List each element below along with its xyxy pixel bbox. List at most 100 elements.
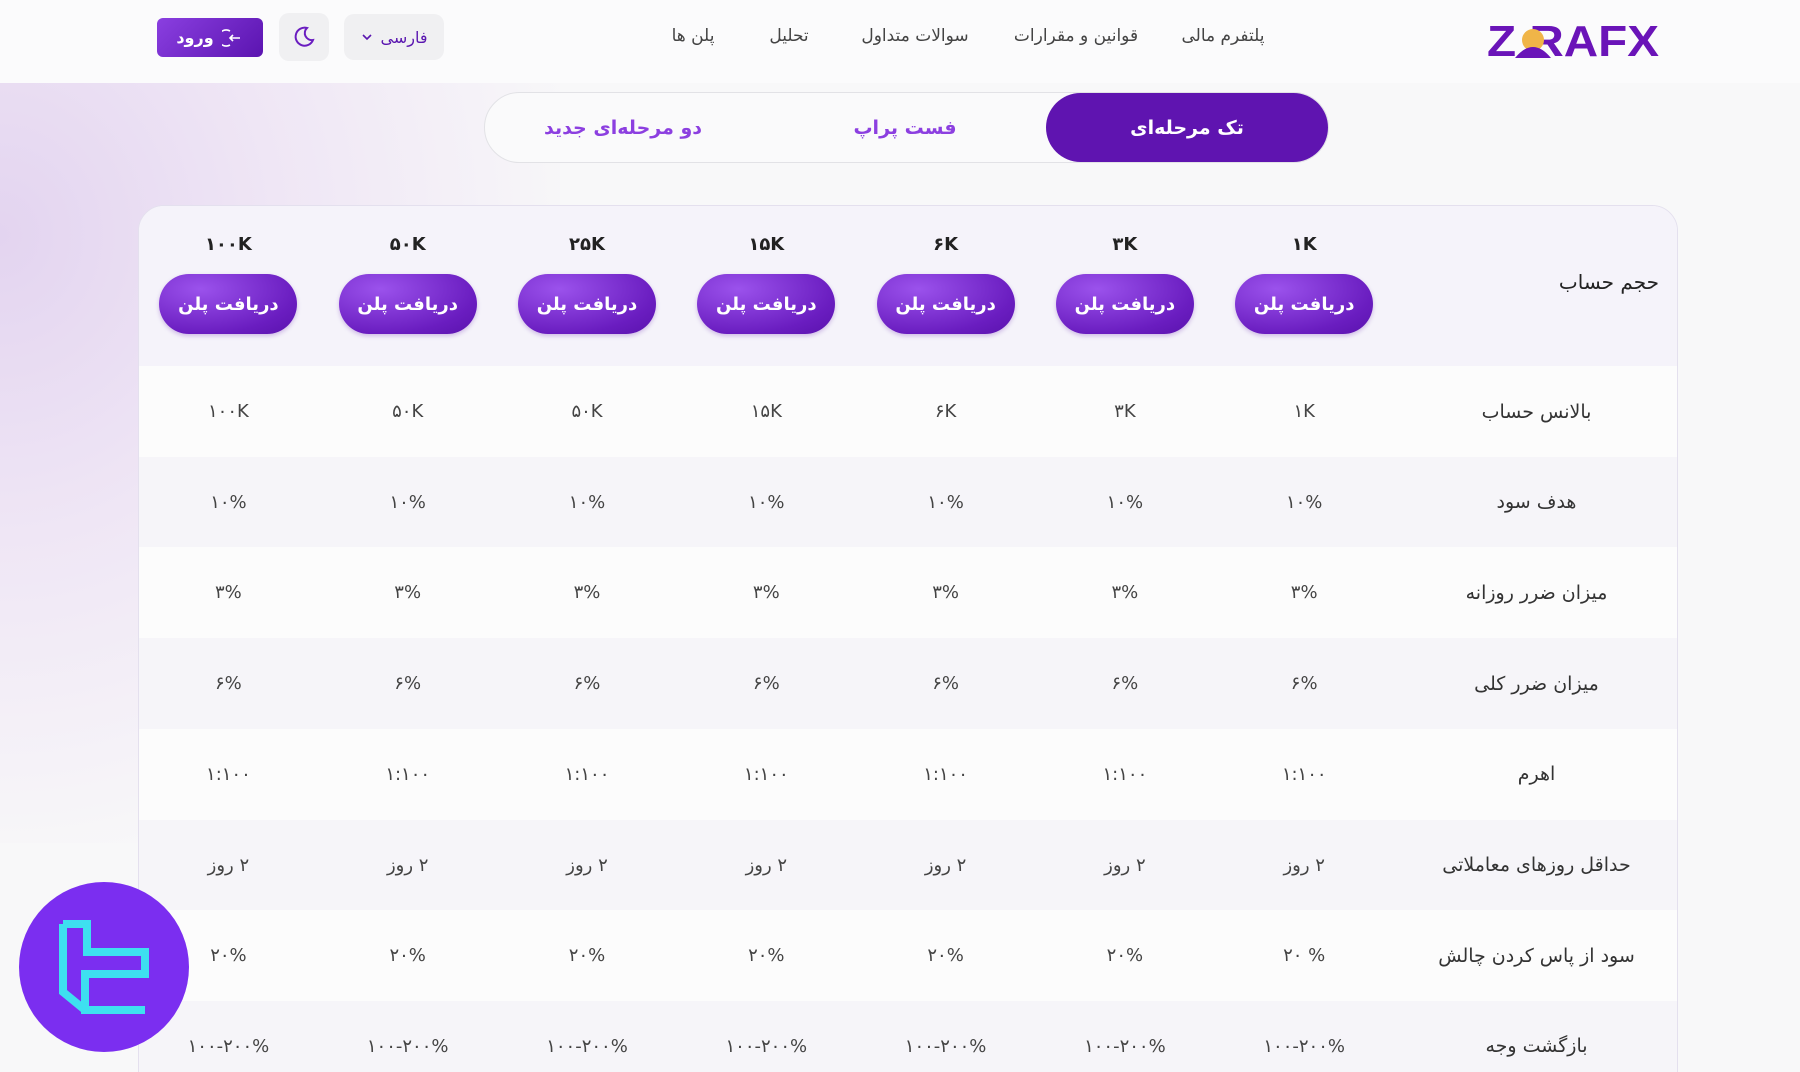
row-label: میزان ضرر روزانه	[1465, 581, 1608, 604]
nav-analysis[interactable]: تحلیل	[769, 26, 809, 46]
table-cell: ۳%	[1290, 582, 1318, 604]
table-cell: ۲۰%	[748, 945, 785, 967]
table-cell: ۲ روز	[566, 854, 608, 876]
table-cell: ۲ روز	[924, 854, 967, 876]
plan-size: ۲۵K	[569, 234, 605, 255]
table-cell: ۱۰۰-۲۰۰%	[1084, 1035, 1166, 1057]
table-row: اهرم ۱:۱۰۰ ۱:۱۰۰ ۱:۱۰۰ ۱:۱۰۰ ۱:۱۰۰ ۱:۱۰۰ ۱:۱۰۰	[139, 728, 1677, 820]
table-row: بازگشت وجه ۱۰۰-۲۰۰% ۱۰۰-۲۰۰% ۱۰۰-۲۰۰% ۱۰۰-۲۰…	[139, 1000, 1677, 1072]
table-row: میزان ضرر روزانه ۳% ۳% ۳% ۳% ۳% ۳% ۳%	[139, 547, 1677, 639]
table-cell: ۱:۱۰۰	[923, 763, 968, 785]
plan-size: ۱K	[1291, 234, 1317, 255]
table-cell: ۶%	[394, 673, 422, 695]
plan-size: ۱۰۰K	[204, 234, 252, 255]
row-label: میزان ضرر کلی	[1474, 672, 1599, 695]
table-cell: ۲ روز	[745, 854, 788, 876]
table-cell: ۳%	[394, 582, 422, 604]
plan-size: ۵۰K	[389, 234, 426, 255]
table-cell: ۱:۱۰۰	[564, 763, 610, 785]
table-cell: ۲ روز	[1104, 854, 1146, 876]
row-label: حداقل روزهای معاملاتی	[1442, 854, 1631, 876]
plan-column-header: ۳K دریافت پلن	[1035, 234, 1214, 334]
tab-two-stage-new[interactable]: دو مرحله‌ای جدید	[543, 116, 703, 139]
table-row: حداقل روزهای معاملاتی ۲ روز ۲ روز ۲ روز ۲ رو…	[139, 819, 1677, 911]
table-cell: ۶%	[1290, 673, 1318, 695]
table-cell: ۲ روز	[386, 854, 429, 876]
table-cell: ۳K	[1114, 401, 1136, 422]
get-plan-button[interactable]: دریافت پلن	[876, 274, 1015, 334]
table-cell: ۱۰۰K	[208, 401, 249, 422]
tab-fast-prop[interactable]: فست پراپ	[853, 116, 957, 139]
table-cell: ۱۰۰-۲۰۰%	[725, 1035, 808, 1057]
table-cell: ۱K	[1293, 401, 1315, 422]
table-cell: ۱:۱۰۰	[385, 763, 431, 785]
get-plan-button[interactable]: دریافت پلن	[697, 274, 836, 334]
row-label: هدف سود	[1496, 491, 1577, 514]
nav-financial-platform[interactable]: پلتفرم مالی	[1181, 26, 1265, 46]
table-cell: ۱۰%	[1106, 491, 1144, 513]
plan-column-header: ۵۰K دریافت پلن	[318, 234, 497, 334]
table-cell: % ۲۰	[1283, 945, 1326, 967]
get-plan-button[interactable]: دریافت پلن	[518, 274, 656, 334]
moon-icon	[294, 26, 315, 47]
table-cell: ۳%	[932, 582, 959, 604]
plans-table: حجم حساب ۱K دریافت پلن ۳K دریافت پلن ۶K در…	[138, 205, 1678, 1072]
zorafx-logo[interactable]: Z RAFX	[1487, 18, 1662, 60]
table-cell: ۱:۱۰۰	[743, 763, 789, 785]
table-cell: ۱۰۰-۲۰۰%	[546, 1035, 628, 1057]
plan-size: ۳K	[1112, 234, 1138, 255]
table-cell: ۱۰۰-۲۰۰%	[1263, 1035, 1345, 1057]
table-row: سود از پاس کردن چالش % ۲۰ ۲۰% ۲۰% ۲۰% ۲۰% ۲۰% ۲…	[139, 910, 1677, 1002]
table-cell: ۲۰%	[389, 945, 426, 967]
table-header-row: حجم حساب ۱K دریافت پلن ۳K دریافت پلن ۶K در…	[139, 206, 1677, 366]
get-plan-button[interactable]: دریافت پلن	[159, 274, 298, 334]
plan-column-header: ۶K دریافت پلن	[856, 234, 1035, 334]
table-cell: ۱۰%	[389, 491, 426, 513]
language-label: فارسی	[380, 27, 428, 47]
login-button[interactable]: ورود	[157, 18, 263, 57]
table-cell: ۳%	[1111, 582, 1139, 604]
get-plan-button[interactable]: دریافت پلن	[338, 274, 477, 334]
plan-column-header: ۲۵K دریافت پلن	[498, 234, 677, 334]
table-cell: ۱۵K	[750, 401, 782, 422]
nav-faq[interactable]: سوالات متداول	[861, 26, 969, 46]
table-cell: ۱۰۰-۲۰۰%	[187, 1035, 270, 1057]
table-cell: ۱:۱۰۰	[1281, 763, 1327, 785]
table-cell: ۲ روز	[207, 854, 250, 876]
theme-toggle-button[interactable]	[279, 13, 329, 61]
table-cell: ۳%	[215, 582, 242, 604]
table-row: میزان ضرر کلی ۶% ۶% ۶% ۶% ۶% ۶% ۶%	[139, 638, 1677, 730]
plan-size: ۶K	[933, 234, 959, 255]
table-cell: ۶%	[1111, 673, 1139, 695]
nav-rules[interactable]: قوانین و مقرارات	[1013, 26, 1139, 46]
chevron-down-icon	[361, 34, 372, 41]
tab-single-stage[interactable]: تک مرحله‌ای	[1046, 93, 1328, 162]
table-cell: ۱۰%	[210, 491, 247, 513]
table-cell: ۶%	[215, 673, 242, 695]
table-row: بالانس حساب ۱K ۳K ۶K ۱۵K ۵۰K ۵۰K ۱۰۰K	[139, 366, 1677, 457]
table-cell: ۶%	[752, 673, 780, 695]
plan-type-tabs: تک مرحله‌ای فست پراپ دو مرحله‌ای جدید	[484, 92, 1329, 163]
table-cell: ۱۰۰-۲۰۰%	[904, 1035, 987, 1057]
table-cell: ۲۰%	[568, 945, 606, 967]
get-plan-button[interactable]: دریافت پلن	[1235, 274, 1374, 334]
table-cell: ۲۰%	[927, 945, 964, 967]
table-cell: ۲۰%	[210, 945, 247, 967]
table-cell: ۵۰K	[571, 401, 603, 422]
plan-column-header: ۱۵K دریافت پلن	[677, 234, 856, 334]
account-size-label: حجم حساب	[1558, 270, 1659, 294]
table-cell: ۱:۱۰۰	[1102, 763, 1148, 785]
table-cell: ۲۰%	[1106, 945, 1144, 967]
nav-plans[interactable]: پلن ها	[671, 26, 715, 46]
table-cell: ۱۰%	[568, 491, 606, 513]
table-cell: ۶%	[932, 673, 959, 695]
table-cell: ۵۰K	[392, 401, 424, 422]
login-label: ورود	[176, 28, 214, 47]
svg-text:Z RAFX: Z RAFX	[1487, 18, 1659, 60]
table-cell: ۱۰%	[927, 491, 964, 513]
row-label: بالانس حساب	[1481, 400, 1592, 423]
table-cell: ۱۰۰-۲۰۰%	[366, 1035, 449, 1057]
row-label: بازگشت وجه	[1485, 1035, 1588, 1058]
get-plan-button[interactable]: دریافت پلن	[1055, 274, 1194, 334]
language-select[interactable]: فارسی	[344, 14, 444, 60]
